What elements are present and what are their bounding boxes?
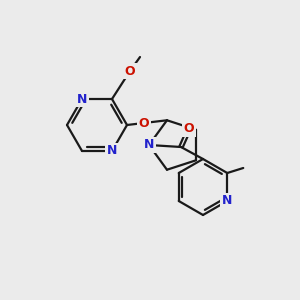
Text: O: O: [125, 64, 135, 77]
Text: N: N: [222, 194, 232, 208]
Text: O: O: [139, 116, 149, 130]
Text: N: N: [77, 92, 87, 106]
Text: N: N: [107, 145, 117, 158]
Text: O: O: [184, 122, 194, 136]
Text: N: N: [144, 139, 154, 152]
